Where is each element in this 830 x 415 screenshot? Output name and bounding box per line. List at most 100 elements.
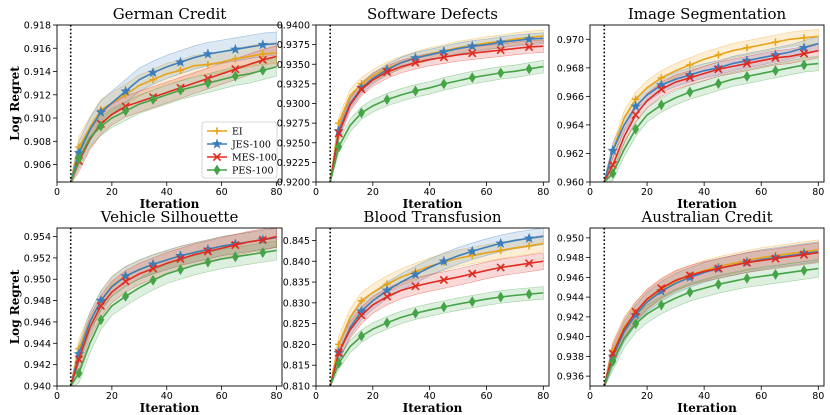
plot-frame bbox=[56, 24, 283, 183]
y-axis-label: Log Regret bbox=[8, 66, 22, 141]
data-point bbox=[148, 264, 158, 273]
data-point bbox=[96, 301, 106, 311]
data-point bbox=[523, 232, 535, 243]
data-point bbox=[524, 259, 534, 268]
data-point bbox=[358, 330, 365, 342]
data-point bbox=[149, 76, 157, 84]
x-tick-label: 80 bbox=[812, 391, 824, 402]
chart-panel-4: Vehicle Silhouette Iteration Log Regret 0 20… bbox=[8, 208, 283, 415]
data-point bbox=[439, 275, 449, 285]
data-point bbox=[467, 245, 478, 256]
data-point bbox=[771, 38, 780, 46]
chart-title: German Credit bbox=[113, 5, 227, 23]
data-point bbox=[175, 56, 186, 67]
data-point bbox=[497, 67, 505, 79]
data-point bbox=[257, 39, 269, 50]
data-point bbox=[202, 48, 214, 59]
data-point bbox=[686, 286, 694, 298]
data-point bbox=[772, 268, 779, 280]
series-line bbox=[603, 49, 819, 182]
confidence-band bbox=[70, 228, 277, 386]
data-point bbox=[410, 269, 421, 280]
data-point bbox=[231, 70, 239, 82]
y-tick-label: 0.9225 bbox=[277, 158, 310, 169]
data-point bbox=[800, 34, 808, 42]
x-axis-label: Iteration bbox=[677, 197, 737, 211]
data-point bbox=[743, 44, 751, 52]
data-point bbox=[523, 33, 535, 44]
data-point bbox=[357, 85, 366, 94]
data-point bbox=[120, 85, 131, 96]
y-tick-label: 0.938 bbox=[557, 352, 584, 363]
data-point bbox=[657, 284, 666, 293]
x-axis-label: Iteration bbox=[403, 401, 463, 415]
x-tick-label: 80 bbox=[537, 187, 549, 198]
x-axis-label: Iteration bbox=[403, 197, 463, 211]
y-tick-label: 0.946 bbox=[557, 273, 584, 284]
data-point bbox=[468, 49, 477, 58]
y-tick-label: 0.835 bbox=[283, 278, 310, 289]
data-point bbox=[609, 355, 617, 367]
y-tick-label: 0.952 bbox=[24, 253, 51, 264]
x-axis-label: Iteration bbox=[140, 401, 200, 415]
data-point bbox=[358, 107, 365, 119]
data-point bbox=[771, 254, 780, 263]
x-tick-label: 40 bbox=[161, 391, 173, 402]
y-tick-label: 0.970 bbox=[557, 35, 584, 46]
x-tick-label: 40 bbox=[424, 187, 436, 198]
chart-title: Australian Credit bbox=[640, 208, 772, 226]
data-point bbox=[97, 120, 105, 132]
series-line bbox=[603, 42, 819, 182]
data-point bbox=[798, 42, 810, 53]
data-point bbox=[609, 168, 617, 179]
legend-box bbox=[201, 121, 278, 179]
y-tick-label: 0.940 bbox=[557, 332, 584, 343]
data-point bbox=[176, 66, 185, 74]
data-point bbox=[149, 274, 157, 286]
data-point bbox=[410, 52, 421, 63]
series-line bbox=[69, 55, 277, 182]
x-tick-label: 20 bbox=[641, 391, 653, 402]
y-tick-label: 0.9325 bbox=[277, 79, 310, 90]
x-tick-label: 0 bbox=[313, 187, 319, 198]
y-tick-label: 0.910 bbox=[24, 114, 51, 125]
series-line bbox=[329, 242, 544, 386]
y-tick-label: 0.9375 bbox=[277, 40, 310, 51]
y-tick-label: 0.9275 bbox=[277, 119, 310, 130]
series-line bbox=[69, 52, 277, 182]
x-tick-label: 40 bbox=[698, 391, 710, 402]
data-point bbox=[743, 272, 751, 284]
chart-title: Image Segmentation bbox=[628, 5, 787, 23]
data-point bbox=[632, 318, 640, 330]
confidence-band bbox=[70, 42, 277, 182]
data-point bbox=[715, 78, 722, 89]
chart-title: Blood Transfusion bbox=[363, 208, 501, 226]
confidence-band bbox=[70, 31, 277, 182]
data-point bbox=[231, 240, 240, 250]
series-line bbox=[69, 66, 277, 182]
y-tick-label: 0.825 bbox=[283, 319, 310, 330]
data-point bbox=[383, 94, 391, 105]
chart-panel-6: Australian Credit Iteration 0 20 40 60 80 0.936… bbox=[557, 208, 825, 415]
data-point bbox=[120, 270, 131, 281]
data-point bbox=[258, 55, 267, 65]
legend-label: PES-100 bbox=[232, 166, 274, 177]
y-tick-label: 0.9350 bbox=[277, 60, 310, 71]
series-line bbox=[329, 235, 544, 386]
data-point bbox=[656, 285, 667, 296]
data-point bbox=[685, 271, 695, 280]
series-line bbox=[603, 267, 819, 386]
data-point bbox=[496, 263, 505, 272]
data-point bbox=[438, 255, 450, 266]
data-point bbox=[686, 86, 694, 98]
plot-area bbox=[329, 29, 544, 182]
y-tick-label: 0.966 bbox=[557, 92, 584, 103]
data-point bbox=[714, 51, 723, 59]
y-tick-label: 0.845 bbox=[283, 236, 310, 247]
plot-frame bbox=[315, 227, 550, 387]
data-point bbox=[357, 297, 366, 305]
legend-marker bbox=[213, 127, 221, 135]
legend-marker bbox=[211, 138, 223, 149]
data-point bbox=[468, 72, 476, 84]
y-tick-label: 0.9200 bbox=[277, 178, 310, 189]
